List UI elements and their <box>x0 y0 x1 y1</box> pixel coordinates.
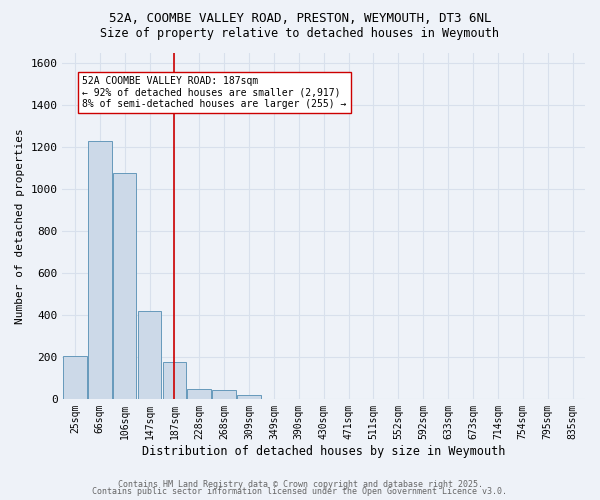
X-axis label: Distribution of detached houses by size in Weymouth: Distribution of detached houses by size … <box>142 444 505 458</box>
Bar <box>163 362 186 399</box>
Bar <box>63 356 86 399</box>
Text: Contains public sector information licensed under the Open Government Licence v3: Contains public sector information licen… <box>92 488 508 496</box>
Bar <box>113 173 136 399</box>
Bar <box>212 390 236 399</box>
Y-axis label: Number of detached properties: Number of detached properties <box>15 128 25 324</box>
Bar <box>137 310 161 399</box>
Text: Size of property relative to detached houses in Weymouth: Size of property relative to detached ho… <box>101 28 499 40</box>
Bar <box>88 140 112 399</box>
Text: Contains HM Land Registry data © Crown copyright and database right 2025.: Contains HM Land Registry data © Crown c… <box>118 480 482 489</box>
Bar <box>237 394 261 399</box>
Text: 52A, COOMBE VALLEY ROAD, PRESTON, WEYMOUTH, DT3 6NL: 52A, COOMBE VALLEY ROAD, PRESTON, WEYMOU… <box>109 12 491 26</box>
Bar <box>187 390 211 399</box>
Text: 52A COOMBE VALLEY ROAD: 187sqm
← 92% of detached houses are smaller (2,917)
8% o: 52A COOMBE VALLEY ROAD: 187sqm ← 92% of … <box>82 76 347 109</box>
